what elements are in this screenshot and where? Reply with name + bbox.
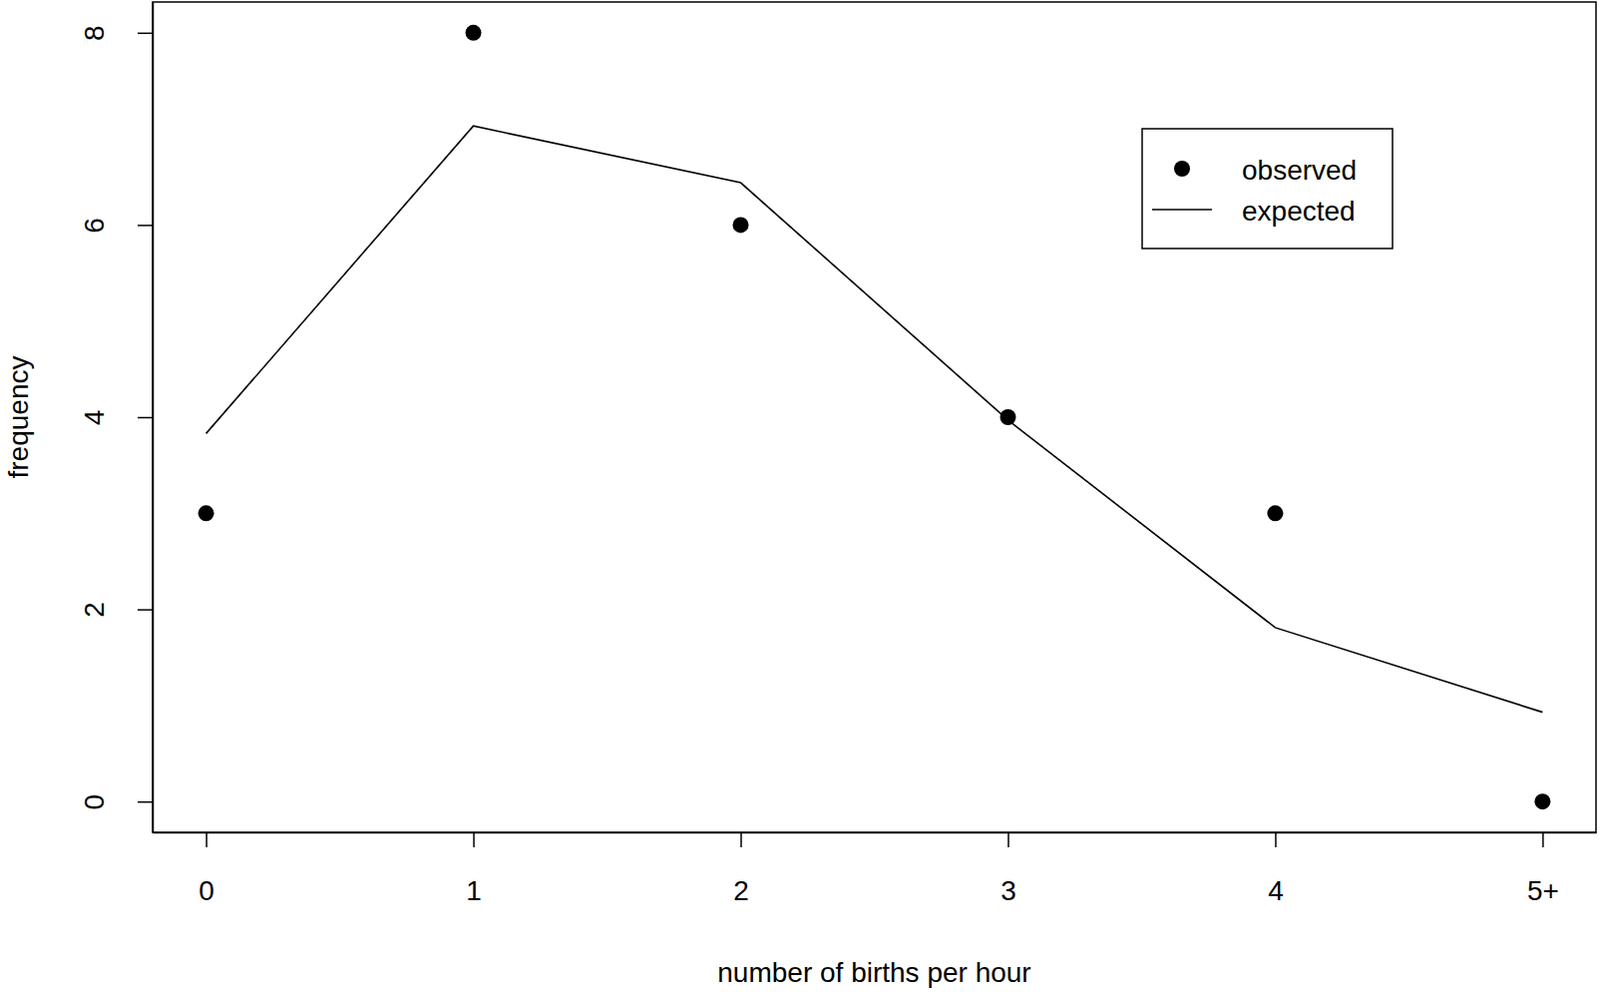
y-tick-label: 6 — [78, 217, 110, 234]
y-tick-mark — [137, 608, 153, 611]
x-tick: 2 — [733, 831, 750, 906]
observed-point — [465, 24, 482, 41]
y-axis: 0 2 4 6 8 — [78, 2, 154, 833]
x-axis-title: number of births per hour — [717, 956, 1031, 988]
observed-point — [733, 216, 750, 233]
legend-box — [1142, 128, 1393, 249]
y-tick: 0 — [78, 794, 153, 810]
y-tick: 8 — [78, 25, 153, 42]
x-tick-mark — [472, 831, 475, 847]
x-tick-label: 0 — [198, 874, 215, 906]
x-tick: 1 — [465, 831, 482, 906]
y-tick-label: 2 — [78, 601, 110, 618]
x-tick-mark — [740, 831, 743, 847]
x-tick: 3 — [1000, 831, 1017, 906]
y-axis-title: frequency — [2, 356, 34, 479]
y-tick-mark — [137, 800, 153, 803]
y-tick-mark — [137, 224, 153, 227]
x-tick: 0 — [198, 831, 215, 906]
legend-label: expected — [1241, 195, 1356, 227]
y-tick-label: 8 — [78, 25, 110, 42]
x-axis: 0 1 2 3 4 5+ — [153, 831, 1598, 906]
x-tick-label: 2 — [733, 874, 750, 906]
x-axis-line — [153, 831, 1598, 834]
y-tick: 4 — [78, 409, 153, 426]
x-tick-label: 3 — [1000, 874, 1017, 906]
x-tick-label: 4 — [1267, 874, 1284, 906]
x-tick-mark — [1007, 831, 1010, 847]
data-area — [198, 24, 1552, 809]
x-tick-mark — [205, 831, 208, 847]
legend-label: observed — [1241, 154, 1357, 186]
observed-point — [1534, 793, 1551, 809]
y-tick-mark — [137, 416, 153, 419]
x-tick-label: 1 — [465, 874, 482, 906]
x-tick-label: 5+ — [1527, 874, 1560, 906]
x-tick-mark — [1274, 831, 1277, 847]
x-tick: 4 — [1267, 831, 1284, 906]
legend-symbol — [1152, 208, 1212, 211]
y-tick-label: 0 — [78, 794, 110, 810]
chart: 0 1 2 3 4 5+ 0 2 4 6 8 observed expected number of bi… — [0, 0, 1600, 992]
observed-point — [1266, 504, 1283, 521]
y-tick: 2 — [78, 601, 153, 618]
expected-line — [206, 125, 1544, 712]
plot-frame — [152, 1, 1597, 832]
legend: observed expected — [1142, 128, 1393, 249]
observed-point — [999, 408, 1016, 425]
observed-point — [198, 504, 215, 521]
y-tick-label: 4 — [78, 409, 110, 426]
plot: 0 1 2 3 4 5+ 0 2 4 6 8 observed expected — [78, 1, 1598, 906]
y-tick: 6 — [78, 217, 153, 234]
y-tick-mark — [137, 32, 153, 35]
legend-symbol — [1174, 160, 1191, 177]
x-tick: 5+ — [1527, 831, 1560, 906]
x-tick-mark — [1542, 831, 1545, 847]
